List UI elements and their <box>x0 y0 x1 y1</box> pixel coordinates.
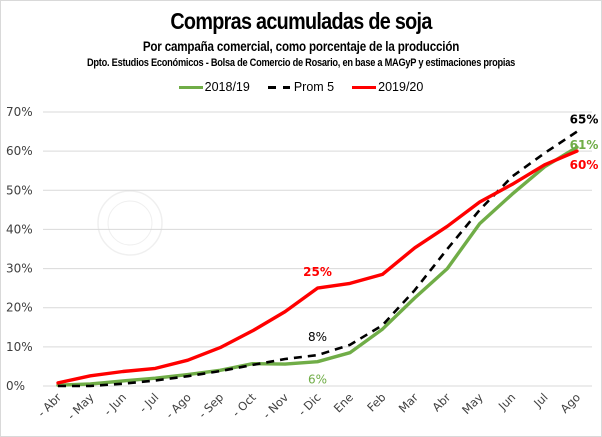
y-tick-label: 20% <box>6 301 33 315</box>
series-line-2019-20 <box>56 149 579 385</box>
x-tick-label: - May <box>64 390 96 422</box>
legend-item-2018-19: 2018/19 <box>178 80 250 94</box>
chart-source: Dpto. Estudios Económicos - Bolsa de Com… <box>86 57 516 69</box>
x-tick-label: Ago <box>558 390 584 416</box>
x-tick-label: Feb <box>364 390 388 414</box>
series-line-prom-5 <box>58 130 578 388</box>
data-label: 65% <box>570 113 599 127</box>
watermark-seal-icon <box>97 190 163 256</box>
data-label: 61% <box>570 138 599 152</box>
y-tick-label: 30% <box>6 262 33 276</box>
x-tick-label: - Abr <box>35 390 65 420</box>
x-tick-label: Ene <box>331 390 356 415</box>
x-tick-label: - Ago <box>163 390 194 421</box>
legend-label-prom-5: Prom 5 <box>293 80 335 94</box>
y-tick-label: 70% <box>6 105 33 119</box>
legend-label-2018-19: 2018/19 <box>204 80 250 94</box>
x-tick-label: - Jun <box>101 390 129 418</box>
y-tick-label: 0% <box>6 379 25 393</box>
data-label: 25% <box>303 265 332 279</box>
legend-item-prom-5: Prom 5 <box>267 80 335 94</box>
x-tick-label: - Nov <box>260 390 291 421</box>
y-tick-label: 10% <box>6 340 33 354</box>
x-tick-label: - Oct <box>229 390 259 420</box>
y-tick-label: 50% <box>6 183 33 197</box>
chart-title: Compras acumuladas de soja <box>170 8 432 34</box>
data-label: 8% <box>308 330 327 344</box>
legend: 2018/19 Prom 5 2019/20 <box>0 80 602 94</box>
series-line-2018-19 <box>56 145 579 387</box>
legend-label-2019-20: 2019/20 <box>378 80 424 94</box>
y-tick-label: 40% <box>6 222 33 236</box>
x-tick-label: Abr <box>429 390 453 414</box>
x-tick-label: Mar <box>396 390 421 415</box>
legend-item-2019-20: 2019/20 <box>352 80 423 94</box>
x-tick-label: May <box>459 390 486 417</box>
x-tick-label: Jun <box>495 390 518 413</box>
x-tick-label: - Jul <box>136 390 161 415</box>
y-tick-label: 60% <box>6 144 33 158</box>
x-tick-label: Jul <box>530 390 550 410</box>
x-tick-label: - Dic <box>295 390 323 418</box>
data-label: 6% <box>308 373 327 387</box>
chart-subtitle: Por campaña comercial, como porcentaje d… <box>142 39 460 54</box>
data-label: 60% <box>570 158 599 172</box>
legend-swatch-prom-5 <box>267 85 292 89</box>
legend-swatch-2019-20 <box>352 85 377 89</box>
legend-swatch-2018-19 <box>178 85 203 89</box>
x-tick-label: - Sep <box>196 390 227 421</box>
